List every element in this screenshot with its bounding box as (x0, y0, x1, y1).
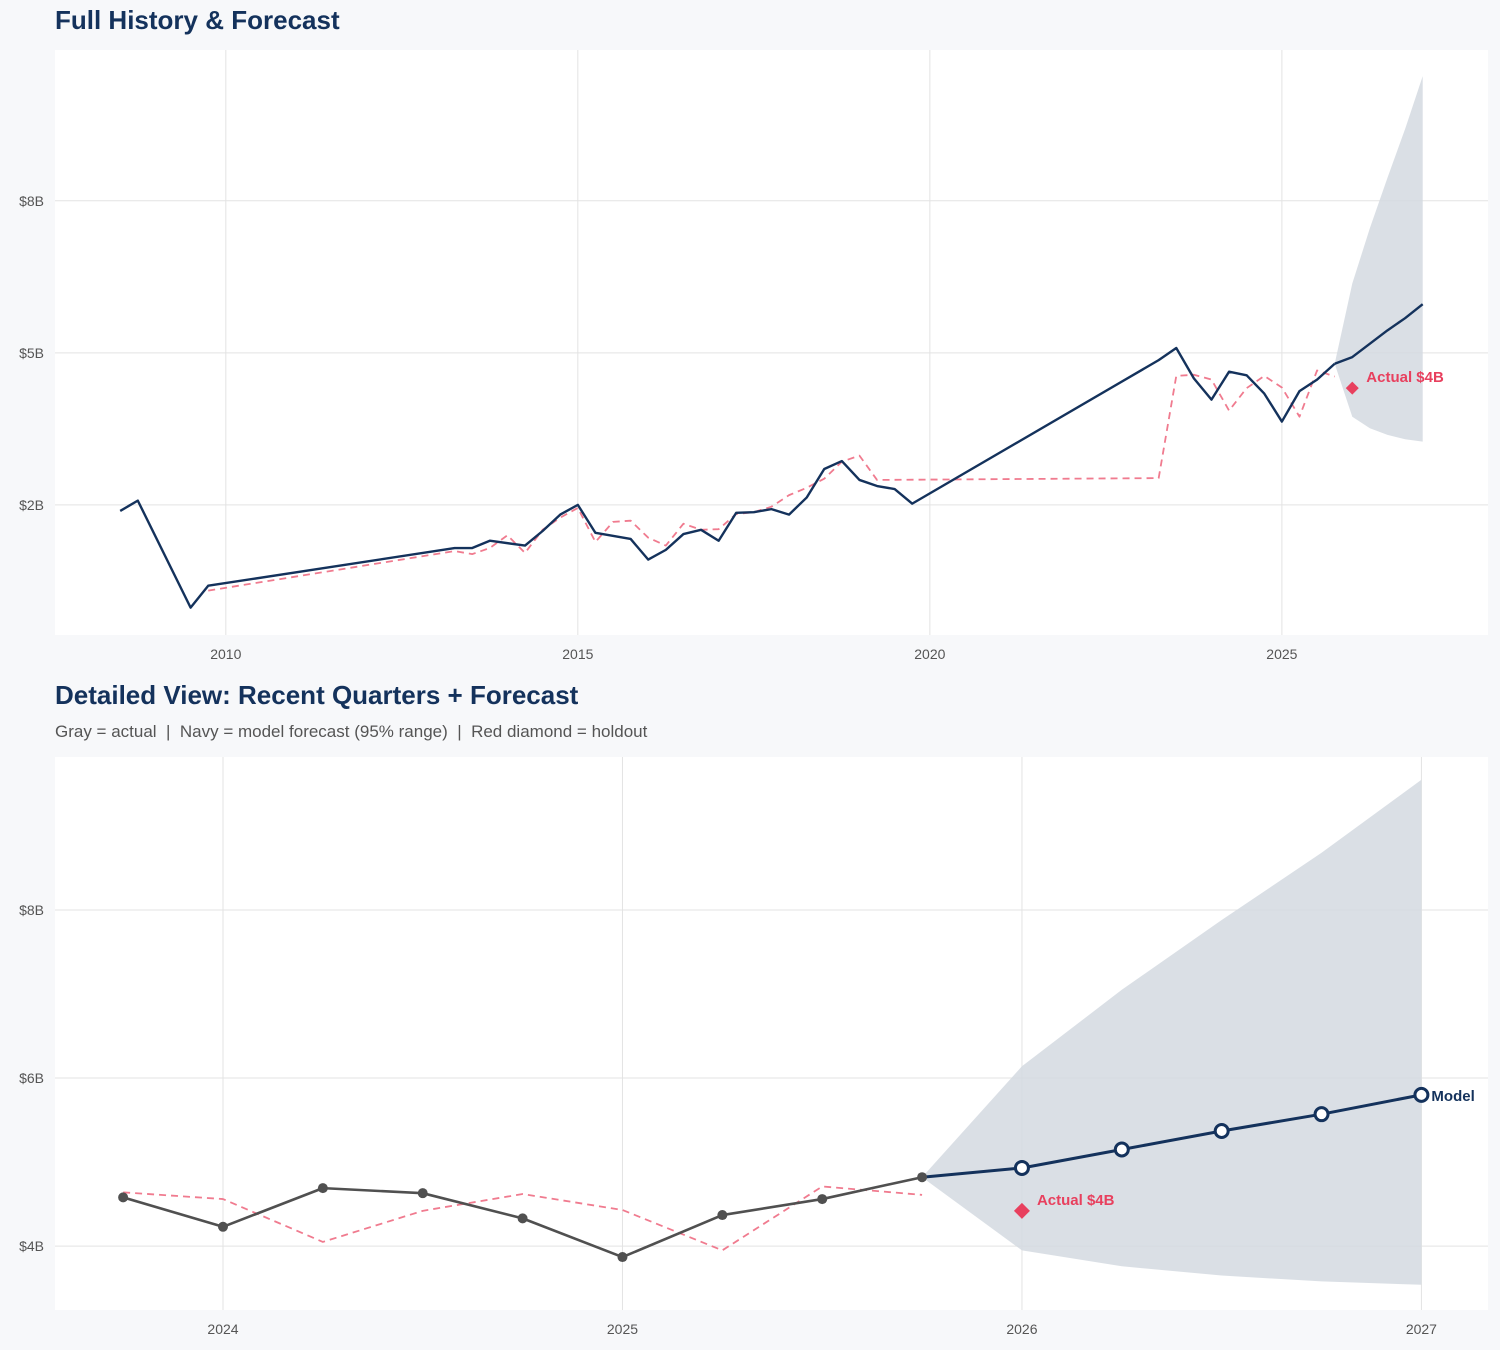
forecast-point (1013, 1159, 1030, 1176)
actual-point (517, 1213, 528, 1224)
bottom-chart-title: Detailed View: Recent Quarters + Forecas… (55, 680, 579, 710)
forecast-point (1413, 1086, 1430, 1103)
forecast-line (921, 1093, 1422, 1179)
top-chart-title: Full History & Forecast (55, 5, 340, 35)
actual-point (617, 1252, 628, 1263)
forecast-point (1313, 1106, 1330, 1123)
y-tick-label: $6B (19, 1070, 44, 1086)
y-tick-label: $5B (19, 345, 44, 361)
y-tick-label: $2B (19, 497, 44, 513)
y-tick-label: $4B (19, 1238, 44, 1254)
actual-point (417, 1188, 428, 1199)
holdout-label: Actual $4B (1037, 1192, 1115, 1209)
model-label: Model (1431, 1088, 1474, 1105)
actual-point (317, 1183, 328, 1194)
x-tick-label: 2020 (914, 646, 945, 662)
actual-line (119, 346, 1336, 609)
actual-point (118, 1192, 129, 1203)
holdout-label: Actual $4B (1366, 369, 1444, 386)
x-tick-label: 2025 (607, 1321, 638, 1337)
actual-point (717, 1210, 728, 1221)
plot-area (55, 50, 1488, 635)
x-tick-label: 2024 (207, 1321, 238, 1337)
x-tick-label: 2015 (562, 646, 593, 662)
full-history-chart: 2010 2015 2020 2025 $2B $5B $8B Actual $4B (19, 50, 1488, 662)
x-tick-label: 2025 (1266, 646, 1297, 662)
holdout-diamond (1345, 381, 1359, 395)
bottom-chart-subtitle: Gray = actual | Navy = model forecast (9… (55, 722, 648, 741)
holdout-diamond (1013, 1202, 1030, 1219)
forecast-95-band (922, 779, 1422, 1285)
actual-point (817, 1194, 828, 1205)
x-tick-label: 2010 (210, 646, 241, 662)
forecast-point (1213, 1122, 1230, 1139)
actual-point (217, 1221, 228, 1232)
x-tick-label: 2027 (1406, 1321, 1437, 1337)
forecast-point (1113, 1141, 1130, 1158)
y-tick-label: $8B (19, 902, 44, 918)
forecast-95-band (1334, 76, 1423, 442)
forecast-line (1334, 303, 1424, 365)
x-tick-label: 2026 (1006, 1321, 1037, 1337)
y-tick-label: $8B (19, 193, 44, 209)
actual-point (917, 1172, 928, 1183)
